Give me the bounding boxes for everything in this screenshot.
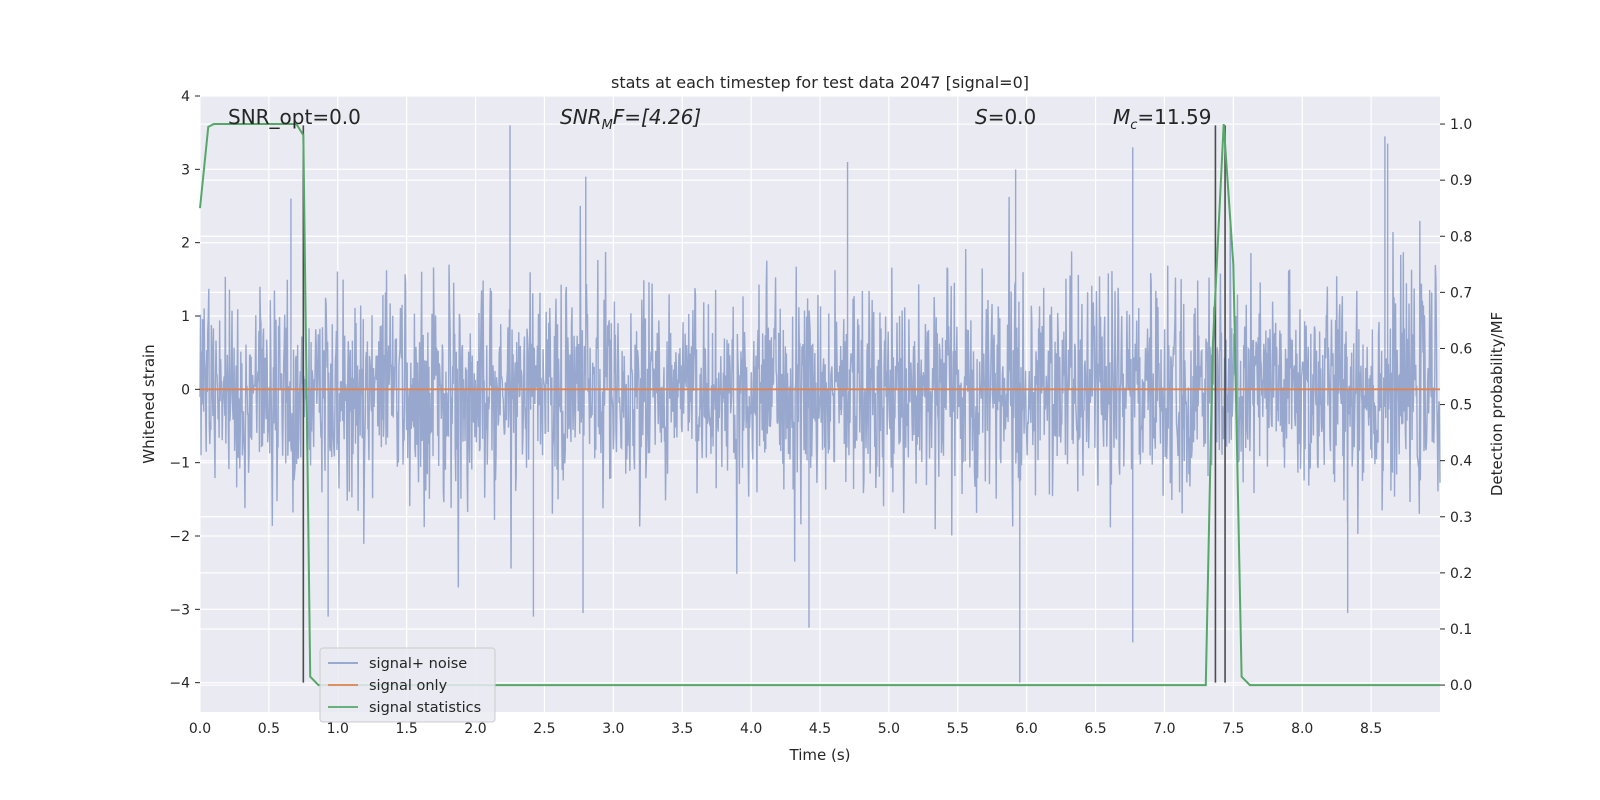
y-tick-label-left: 4 [181, 89, 190, 105]
y-ticks-left: 4 3 2 1 0 −1 −2 −3 −4 [169, 89, 200, 692]
signal-noise-line [199, 125, 1441, 683]
chart-title: stats at each timestep for test data 204… [611, 73, 1029, 92]
y-tick-label-left: −2 [169, 529, 190, 545]
y-tick-label-right: 0.7 [1450, 285, 1472, 301]
x-tick-label: 1.0 [327, 721, 349, 737]
x-tick-label: 2.0 [464, 721, 486, 737]
y-tick-label-right: 0.5 [1450, 398, 1472, 414]
y-tick-label-left: 1 [181, 309, 190, 325]
y-tick-label-right: 0.2 [1450, 566, 1472, 582]
annotation-mc-sub: c [1130, 118, 1137, 133]
y-axis-label-right: Detection probability/MF [1488, 312, 1506, 496]
annotation-snr-opt: SNR_opt=0.0 [228, 105, 361, 129]
x-tick-label: 4.0 [740, 721, 762, 737]
annotation-mc-suffix: =11.59 [1137, 105, 1211, 129]
y-axis-label-left: Whitened strain [140, 344, 158, 463]
legend: signal+ noise signal only signal statist… [319, 647, 496, 723]
legend-label-signal-noise: signal+ noise [369, 656, 467, 672]
annotation-mc: Mc=11.59 [1113, 105, 1211, 133]
x-tick-label: 1.5 [396, 721, 418, 737]
annotation-s-suffix: =0.0 [988, 105, 1037, 129]
y-tick-label-right: 0.0 [1450, 678, 1472, 694]
x-tick-label: 5.5 [947, 721, 969, 737]
x-ticks: 0.0 0.5 1.0 1.5 2.0 2.5 3.0 3.5 4.0 4.5 5.0 5.5 6.0 6… [189, 721, 1382, 737]
x-tick-label: 7.5 [1222, 721, 1244, 737]
annotation-snr-mf: SNRMF=[4.26] [560, 105, 701, 133]
x-tick-label: 5.0 [878, 721, 900, 737]
vertical-markers [302, 125, 1226, 683]
y-tick-label-right: 0.1 [1450, 622, 1472, 638]
y-tick-label-left: −1 [169, 456, 190, 472]
annotation-s: S=0.0 [975, 105, 1036, 129]
legend-label-signal-only: signal only [369, 678, 448, 694]
y-tick-label-left: −4 [169, 676, 190, 692]
y-tick-label-left: 0 [181, 382, 190, 398]
y-tick-label-right: 1.0 [1450, 117, 1472, 133]
x-tick-label: 8.5 [1360, 721, 1382, 737]
y-tick-label-right: 0.6 [1450, 341, 1472, 357]
x-tick-label: 6.5 [1084, 721, 1106, 737]
signal-statistics-line [199, 123, 1440, 687]
series-signal-statistics [199, 123, 1440, 687]
x-tick-label: 8.0 [1291, 721, 1313, 737]
y-tick-label-right: 0.9 [1450, 173, 1472, 189]
annotation-mc-prefix: M [1113, 105, 1130, 129]
y-ticks-right: 1.0 0.9 0.8 0.7 0.6 0.5 0.4 0.3 0.2 0.1 0.0 [1440, 117, 1472, 694]
x-tick-label: 6.0 [1016, 721, 1038, 737]
x-tick-label: 2.5 [533, 721, 555, 737]
annotation-s-prefix: S [975, 105, 988, 129]
y-tick-label-right: 0.4 [1450, 454, 1472, 470]
x-tick-label: 3.5 [671, 721, 693, 737]
x-tick-label: 0.0 [189, 721, 211, 737]
legend-box [319, 647, 496, 723]
y-tick-label-right: 0.8 [1450, 229, 1472, 245]
annotation-snr-mf-suffix: F=[4.26] [613, 105, 701, 129]
x-axis-label: Time (s) [789, 746, 851, 764]
x-tick-label: 3.0 [602, 721, 624, 737]
y-tick-label-left: −3 [169, 602, 190, 618]
annotation-snr-mf-prefix: SNR [560, 105, 602, 129]
annotation-snr-mf-sub: M [602, 118, 613, 133]
x-tick-label: 0.5 [258, 721, 280, 737]
y-tick-label-left: 3 [181, 162, 190, 178]
series-signal-noise [199, 125, 1441, 683]
x-tick-label: 4.5 [809, 721, 831, 737]
legend-label-signal-statistics: signal statistics [369, 700, 481, 716]
y-tick-label-right: 0.3 [1450, 510, 1472, 526]
x-tick-label: 7.0 [1153, 721, 1175, 737]
y-tick-label-left: 2 [181, 236, 190, 252]
